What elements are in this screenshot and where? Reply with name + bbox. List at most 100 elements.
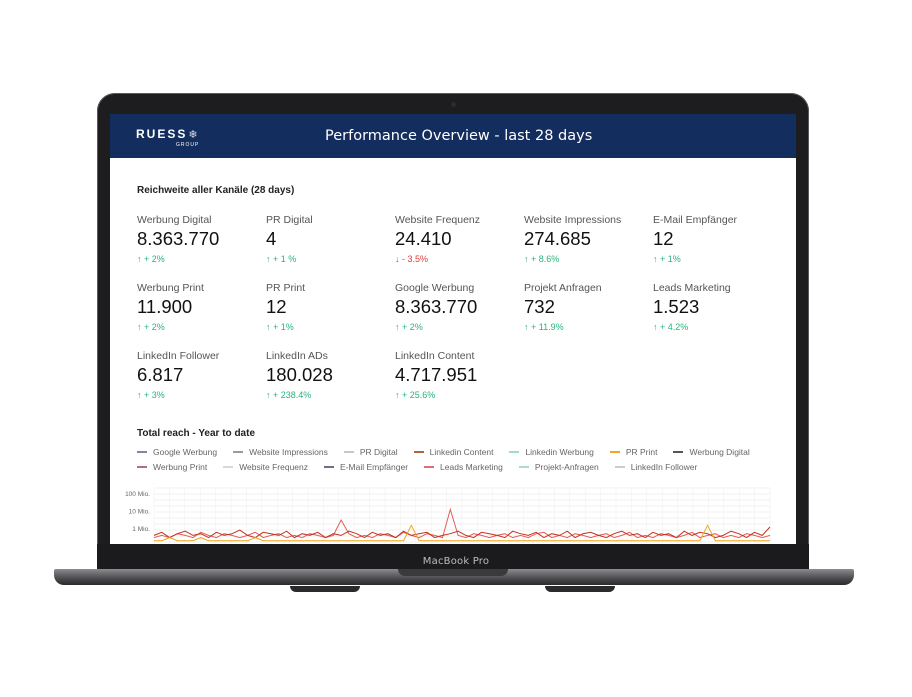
legend-label: E-Mail Empfänger [340,462,409,472]
y-tick-label: 100 Mio. [125,491,150,498]
legend-item[interactable]: E-Mail Empfänger [324,462,408,472]
kpi-change: ↑ + 2% [395,322,423,332]
kpi-card: Website Impressions 274.685 ↑ + 8.6% [524,214,649,264]
legend-swatch [137,466,147,468]
kpi-change: ↑ + 1% [266,322,294,332]
dashboard-screen: RUESS❄ GROUP Performance Overview - last… [110,114,796,544]
legend-label: Projekt-Anfragen [534,462,599,472]
kpi-label: Leads Marketing [653,282,731,294]
laptop-foot [290,586,360,592]
kpi-label: Website Impressions [524,214,622,226]
kpi-label: LinkedIn Content [395,350,475,362]
legend-label: Website Impressions [249,447,328,457]
legend-label: Leads Marketing [440,462,503,472]
chart-title: Total reach - Year to date [137,428,256,439]
series-line[interactable] [153,507,771,539]
legend-item[interactable]: Google Werbung [137,447,217,457]
legend-label: PR Print [625,447,658,457]
kpi-card: Werbung Digital 8.363.770 ↑ + 2% [137,214,262,264]
page-title: Performance Overview - last 28 days [325,128,593,144]
legend-label: PR Digital [359,447,398,457]
kpi-card: Projekt Anfragen 732 ↑ + 11.9% [524,282,649,332]
kpi-card: Website Frequenz 24.410 ↓ - 3.5% [395,214,520,264]
kpi-value: 12 [653,228,674,249]
legend-swatch [424,466,435,468]
kpi-value: 180.028 [266,364,333,385]
kpi-value: 732 [524,296,555,317]
kpi-card: Werbung Print 11.900 ↑ + 2% [137,282,262,332]
logo-subtitle: GROUP [176,142,200,148]
legend-item[interactable]: Linkedin Content [413,447,494,457]
kpi-change: ↑ + 4.2% [653,322,689,332]
legend-item[interactable]: Werbung Print [137,462,207,472]
legend-swatch [509,451,520,453]
legend-item[interactable]: Leads Marketing [424,462,503,472]
laptop-chin [97,544,809,569]
legend-item[interactable]: Linkedin Werbung [509,447,594,457]
legend-item[interactable]: Werbung Digital [673,447,750,457]
legend-item[interactable]: PR Digital [343,447,398,457]
kpi-value: 8.363.770 [395,296,478,317]
kpi-label: E-Mail Empfänger [653,214,738,226]
kpi-card: LinkedIn Content 4.717.951 ↑ + 25.6% [395,350,520,400]
kpi-value: 11.900 [137,296,193,317]
kpi-change: ↑ + 11.9% [524,322,564,332]
kpi-label: Werbung Print [137,282,204,294]
kpi-card: PR Print 12 ↑ + 1% [266,282,391,332]
snowflake-icon: ❄ [188,129,198,141]
kpi-label: Website Frequenz [395,214,481,226]
legend-swatch [518,466,529,468]
kpi-change: ↑ + 8.6% [524,254,560,264]
laptop-notch [398,569,508,576]
kpi-value: 274.685 [524,228,591,249]
laptop-base [54,569,854,585]
kpi-change: ↑ + 2% [137,322,165,332]
legend-label: LinkedIn Follower [630,462,698,472]
kpi-label: PR Print [266,282,306,294]
legend-swatch [413,451,424,453]
legend-label: Werbung Digital [689,447,750,457]
kpi-change: ↓ - 3.5% [395,254,429,264]
kpi-card: Google Werbung 8.363.770 ↑ + 2% [395,282,520,332]
kpi-change: ↑ + 2% [137,254,165,264]
legend-item[interactable]: PR Print [609,447,658,457]
legend-swatch [343,451,354,453]
series-line[interactable] [153,526,771,539]
logo-text: RUESS [136,127,188,141]
kpi-value: 8.363.770 [137,228,220,249]
chart-legend: Google Werbung Website Impressions PR Digi… [137,447,782,472]
kpi-label: LinkedIn Follower [137,350,220,362]
kpi-change: ↑ + 25.6% [395,390,436,400]
legend-label: Google Werbung [153,447,218,457]
dashboard-header: RUESS❄ GROUP Performance Overview - last… [110,114,796,158]
legend-item[interactable]: Website Impressions [233,447,328,457]
legend-label: Linkedin Content [429,447,494,457]
series-line[interactable] [154,524,770,542]
kpi-label: Projekt Anfragen [524,282,602,294]
legend-item[interactable]: LinkedIn Follower [614,462,698,472]
kpi-value: 4.717.951 [395,364,478,385]
legend-swatch [614,466,625,468]
kpi-section-title: Reichweite aller Kanäle (28 days) [137,185,295,196]
y-tick-label: 1 Mio. [132,526,150,533]
kpi-value: 4 [266,228,277,249]
kpi-card: PR Digital 4 ↑ + 1 % [266,214,391,264]
legend-swatch [609,451,620,453]
kpi-label: Werbung Digital [137,214,212,226]
legend-swatch [137,451,147,453]
legend-swatch [324,466,335,468]
kpi-card: LinkedIn ADs 180.028 ↑ + 238.4% [266,350,391,400]
legend-label: Website Frequenz [239,462,309,472]
legend-item[interactable]: Projekt-Anfragen [518,462,599,472]
kpi-card: Leads Marketing 1.523 ↑ + 4.2% [653,282,778,332]
company-logo[interactable]: RUESS❄ GROUP [136,125,198,148]
kpi-label: LinkedIn ADs [266,350,328,362]
kpi-change: ↑ + 1 % [266,254,297,264]
kpi-card: LinkedIn Follower 6.817 ↑ + 3% [137,350,262,400]
kpi-change: ↑ + 1% [653,254,681,264]
legend-item[interactable]: Website Frequenz [223,462,308,472]
legend-swatch [673,451,684,453]
legend-label: Linkedin Werbung [525,447,594,457]
total-reach-chart[interactable]: 100 Mio. 10 Mio. 1 Mio. [110,484,796,544]
kpi-label: PR Digital [266,214,313,226]
